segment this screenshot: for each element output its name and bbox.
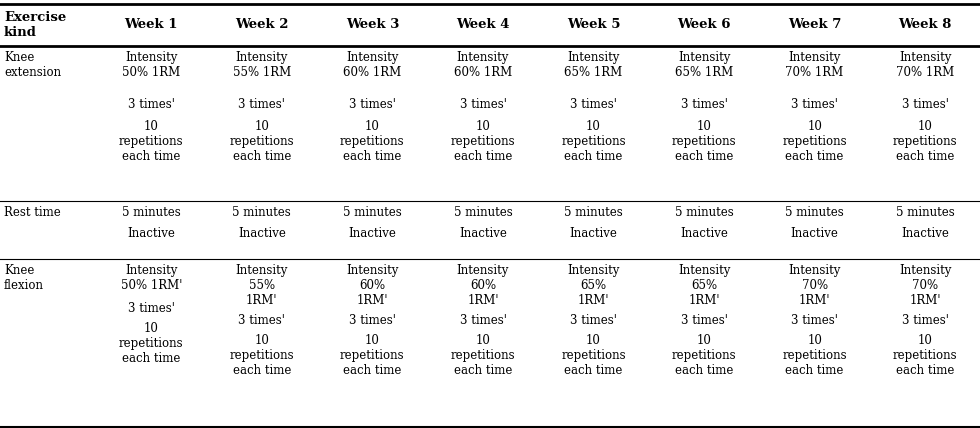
- Text: Intensity
70% 1RM: Intensity 70% 1RM: [785, 51, 844, 79]
- Text: Inactive: Inactive: [902, 227, 949, 240]
- Text: 3 times': 3 times': [349, 314, 396, 327]
- Text: Intensity
50% 1RM': Intensity 50% 1RM': [121, 264, 182, 292]
- Text: 3 times': 3 times': [349, 98, 396, 111]
- Text: 3 times': 3 times': [902, 98, 949, 111]
- Text: Intensity
70%
1RM': Intensity 70% 1RM': [788, 264, 841, 307]
- Text: 10
repetitions
each time: 10 repetitions each time: [229, 120, 294, 163]
- Text: 3 times': 3 times': [460, 98, 507, 111]
- Text: Intensity
60% 1RM: Intensity 60% 1RM: [343, 51, 402, 79]
- Text: 3 times': 3 times': [570, 98, 617, 111]
- Text: 3 times': 3 times': [238, 314, 285, 327]
- Text: 3 times': 3 times': [680, 314, 727, 327]
- Text: Inactive: Inactive: [349, 227, 396, 240]
- Text: Intensity
65% 1RM: Intensity 65% 1RM: [564, 51, 622, 79]
- Text: 3 times': 3 times': [570, 314, 617, 327]
- Text: Intensity
70%
1RM': Intensity 70% 1RM': [899, 264, 952, 307]
- Text: Rest time: Rest time: [4, 206, 61, 219]
- Text: Intensity
60% 1RM: Intensity 60% 1RM: [454, 51, 513, 79]
- Text: Week 8: Week 8: [899, 18, 952, 32]
- Text: 10
repetitions
each time: 10 repetitions each time: [119, 322, 183, 365]
- Text: Inactive: Inactive: [459, 227, 507, 240]
- Text: 10
repetitions
each time: 10 repetitions each time: [671, 334, 736, 377]
- Text: Week 4: Week 4: [457, 18, 510, 32]
- Text: Intensity
60%
1RM': Intensity 60% 1RM': [346, 264, 399, 307]
- Text: Intensity
55% 1RM: Intensity 55% 1RM: [232, 51, 291, 79]
- Text: Inactive: Inactive: [569, 227, 617, 240]
- Text: Week 2: Week 2: [235, 18, 288, 32]
- Text: 5 minutes: 5 minutes: [896, 206, 955, 219]
- Text: 5 minutes: 5 minutes: [122, 206, 180, 219]
- Text: 5 minutes: 5 minutes: [674, 206, 733, 219]
- Text: Intensity
55%
1RM': Intensity 55% 1RM': [235, 264, 288, 307]
- Text: 5 minutes: 5 minutes: [454, 206, 513, 219]
- Text: Knee
extension: Knee extension: [4, 51, 61, 79]
- Text: Inactive: Inactive: [791, 227, 839, 240]
- Text: Week 1: Week 1: [124, 18, 178, 32]
- Text: 10
repetitions
each time: 10 repetitions each time: [893, 120, 957, 163]
- Text: 10
repetitions
each time: 10 repetitions each time: [451, 334, 515, 377]
- Text: 10
repetitions
each time: 10 repetitions each time: [229, 334, 294, 377]
- Text: 5 minutes: 5 minutes: [785, 206, 844, 219]
- Text: 3 times': 3 times': [238, 98, 285, 111]
- Text: 3 times': 3 times': [127, 302, 174, 315]
- Text: 3 times': 3 times': [791, 314, 838, 327]
- Text: 10
repetitions
each time: 10 repetitions each time: [782, 334, 847, 377]
- Text: 3 times': 3 times': [127, 98, 174, 111]
- Text: 5 minutes: 5 minutes: [564, 206, 623, 219]
- Text: Week 3: Week 3: [346, 18, 399, 32]
- Text: 3 times': 3 times': [902, 314, 949, 327]
- Text: Inactive: Inactive: [680, 227, 728, 240]
- Text: 10
repetitions
each time: 10 repetitions each time: [340, 334, 405, 377]
- Text: Inactive: Inactive: [238, 227, 286, 240]
- Text: 3 times': 3 times': [791, 98, 838, 111]
- Text: Inactive: Inactive: [127, 227, 175, 240]
- Text: Knee
flexion: Knee flexion: [4, 264, 44, 292]
- Text: 10
repetitions
each time: 10 repetitions each time: [562, 334, 626, 377]
- Text: 3 times': 3 times': [680, 98, 727, 111]
- Text: 10
repetitions
each time: 10 repetitions each time: [451, 120, 515, 163]
- Text: Intensity
70% 1RM: Intensity 70% 1RM: [896, 51, 955, 79]
- Text: 5 minutes: 5 minutes: [232, 206, 291, 219]
- Text: Intensity
65% 1RM: Intensity 65% 1RM: [675, 51, 733, 79]
- Text: 5 minutes: 5 minutes: [343, 206, 402, 219]
- Text: 10
repetitions
each time: 10 repetitions each time: [782, 120, 847, 163]
- Text: 10
repetitions
each time: 10 repetitions each time: [671, 120, 736, 163]
- Text: Intensity
65%
1RM': Intensity 65% 1RM': [567, 264, 619, 307]
- Text: Intensity
60%
1RM': Intensity 60% 1RM': [457, 264, 510, 307]
- Text: 10
repetitions
each time: 10 repetitions each time: [562, 120, 626, 163]
- Text: Exercise
kind: Exercise kind: [4, 11, 67, 39]
- Text: 10
repetitions
each time: 10 repetitions each time: [340, 120, 405, 163]
- Text: Intensity
50% 1RM: Intensity 50% 1RM: [122, 51, 180, 79]
- Text: 10
repetitions
each time: 10 repetitions each time: [893, 334, 957, 377]
- Text: Week 5: Week 5: [566, 18, 620, 32]
- Text: 3 times': 3 times': [460, 314, 507, 327]
- Text: Intensity
65%
1RM': Intensity 65% 1RM': [678, 264, 730, 307]
- Text: Week 7: Week 7: [788, 18, 841, 32]
- Text: 10
repetitions
each time: 10 repetitions each time: [119, 120, 183, 163]
- Text: Week 6: Week 6: [677, 18, 731, 32]
